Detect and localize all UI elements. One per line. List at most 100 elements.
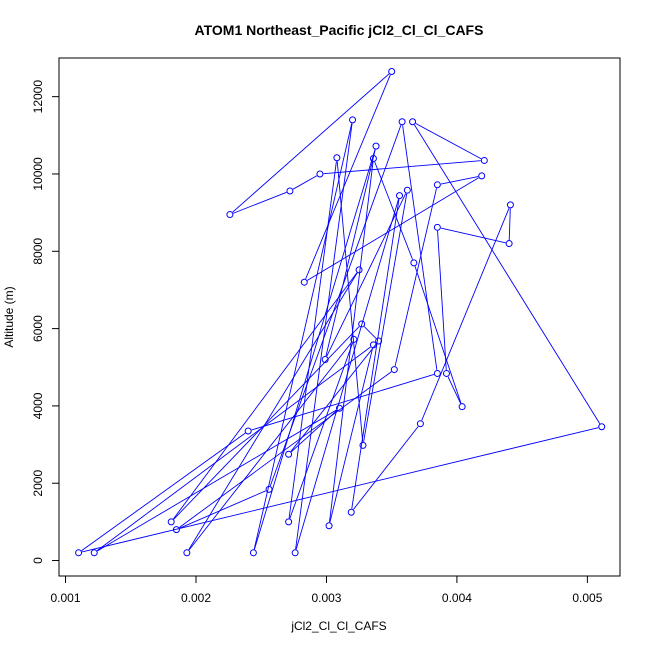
series-segment xyxy=(295,123,353,550)
y-tick-label: 6000 xyxy=(31,315,45,342)
series-0 xyxy=(75,68,606,557)
data-point xyxy=(358,320,366,328)
data-point xyxy=(349,116,357,124)
series-segment xyxy=(414,124,601,424)
series-segment xyxy=(188,341,352,551)
x-tick-label: 0.002 xyxy=(181,591,211,605)
data-point xyxy=(336,404,343,412)
data-point xyxy=(375,337,383,345)
series-segment xyxy=(96,346,371,552)
data-point xyxy=(458,403,466,411)
series-segment xyxy=(232,73,390,213)
data-point xyxy=(433,369,441,377)
data-point xyxy=(285,450,293,458)
series-segment xyxy=(329,348,374,523)
series-segment xyxy=(188,272,358,550)
data-point xyxy=(226,211,234,219)
series-segment xyxy=(421,208,510,421)
data-point xyxy=(285,518,293,526)
x-tick-label: 0.004 xyxy=(442,591,472,605)
series-segment xyxy=(394,188,437,367)
data-point xyxy=(410,259,418,267)
data-point xyxy=(372,142,380,150)
y-tick-label: 10000 xyxy=(31,157,45,191)
data-point xyxy=(90,549,98,557)
data-point xyxy=(347,508,355,516)
series-segment xyxy=(290,343,377,452)
data-point xyxy=(265,485,273,493)
plot-area xyxy=(75,68,606,557)
series-segment xyxy=(172,272,358,520)
series-segment xyxy=(289,342,354,519)
series-segment xyxy=(295,198,399,550)
data-point xyxy=(244,427,252,435)
data-point xyxy=(167,518,175,526)
series-segment xyxy=(508,208,511,240)
data-point xyxy=(286,187,294,195)
data-point xyxy=(350,335,358,343)
chart-title: ATOM1 Northeast_Pacific jCl2_Cl_Cl_CAFS xyxy=(195,22,484,38)
data-point xyxy=(403,186,411,194)
data-point xyxy=(300,278,308,286)
series-segment xyxy=(374,161,413,260)
data-point xyxy=(416,420,424,428)
data-point xyxy=(325,522,333,530)
series-segment xyxy=(81,432,246,552)
series-segment xyxy=(288,161,337,519)
series-segment xyxy=(253,123,353,550)
series-segment xyxy=(402,125,438,370)
data-point xyxy=(396,192,404,200)
data-point xyxy=(321,356,329,364)
y-tick-label: 8000 xyxy=(31,238,45,265)
series-segment xyxy=(437,230,447,370)
data-point xyxy=(291,549,299,557)
series-segment xyxy=(353,426,419,510)
series-1 xyxy=(90,116,514,557)
series-segment xyxy=(179,371,392,528)
y-tick-label: 2000 xyxy=(31,470,45,497)
y-axis: 0 2000 4000 6000 8000 10000 12000 xyxy=(31,80,60,564)
data-point xyxy=(433,223,441,231)
data-point xyxy=(433,181,441,189)
series-segment xyxy=(254,149,376,550)
series-segment xyxy=(325,149,376,357)
series-segment xyxy=(440,227,506,244)
data-point xyxy=(183,549,191,557)
x-tick-label: 0.003 xyxy=(311,591,341,605)
series-segment xyxy=(81,427,599,553)
series-segment xyxy=(363,193,408,442)
series-segment xyxy=(97,409,337,552)
data-point xyxy=(369,155,377,163)
data-point xyxy=(355,266,363,274)
data-point xyxy=(316,170,324,178)
data-point xyxy=(398,118,406,126)
data-point xyxy=(172,526,180,534)
y-axis-label: Altitude (m) xyxy=(2,286,16,347)
series-segment xyxy=(251,374,435,431)
y-tick-label: 4000 xyxy=(31,392,45,419)
series-segment xyxy=(336,161,364,442)
data-point xyxy=(249,549,257,557)
data-point xyxy=(442,369,450,377)
series-segment xyxy=(292,175,318,190)
data-point xyxy=(409,118,417,126)
series-segment xyxy=(290,410,338,453)
series-segment xyxy=(414,266,462,404)
series-segment xyxy=(447,376,462,404)
y-tick-label: 0 xyxy=(31,557,45,564)
series-segment xyxy=(363,326,377,339)
x-axis: 0.001 0.002 0.003 0.004 0.005 xyxy=(51,575,603,605)
data-point xyxy=(505,240,513,248)
data-point xyxy=(369,341,377,349)
series-segment xyxy=(233,191,287,214)
series-segment xyxy=(305,74,391,280)
data-point xyxy=(333,154,341,162)
series-segment xyxy=(326,193,407,357)
data-point xyxy=(388,68,396,76)
data-point xyxy=(359,441,367,449)
plot-frame xyxy=(58,57,621,577)
data-point xyxy=(75,549,83,557)
data-point xyxy=(390,366,398,374)
x-tick-label: 0.001 xyxy=(51,591,81,605)
